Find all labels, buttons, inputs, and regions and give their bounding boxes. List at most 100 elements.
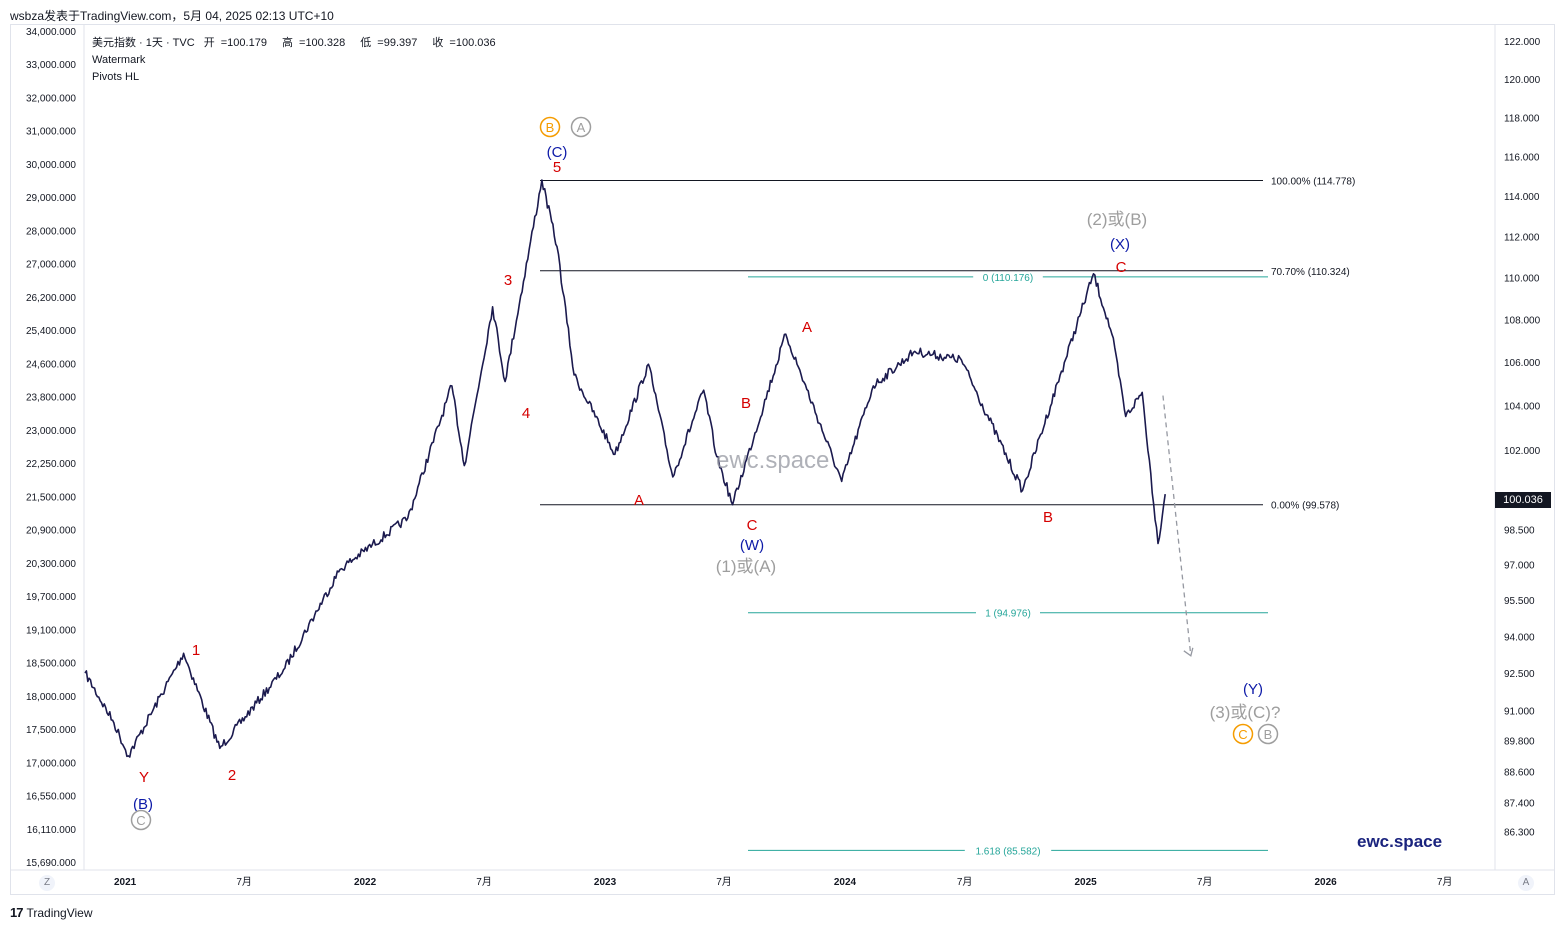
symbol-label[interactable]: 美元指数 · 1天 · TVC xyxy=(92,37,195,49)
wave-label: 3 xyxy=(504,272,512,289)
open-value: 100.179 xyxy=(227,37,267,49)
low-label: 低 =99.397 xyxy=(360,37,418,49)
right-axis-mode-button[interactable]: A xyxy=(1518,875,1534,891)
x-tick-label: 2021 xyxy=(114,877,137,888)
fib-levels: 100.00% (114.778) 70.70% (110.324) 0.00% (… xyxy=(540,176,1355,857)
time-axis: 2021 7月 2022 7月 2023 7月 2024 7月 2025 7月 2026 7月 xyxy=(10,869,1555,888)
indicator-pivots[interactable]: Pivots HL xyxy=(92,71,140,83)
wave-label: (Y) xyxy=(1243,681,1263,698)
right-tick-label: 112.000 xyxy=(1504,232,1540,243)
wave-label: (2)或(B) xyxy=(1087,210,1147,229)
right-tick-label: 98.500 xyxy=(1504,526,1535,537)
x-tick-label: 7月 xyxy=(716,876,732,888)
wave-label: 5 xyxy=(553,159,561,176)
left-tick-label: 17,000.000 xyxy=(26,758,76,769)
wave-label: (B) xyxy=(133,796,153,813)
fib-label: 0 (110.176) xyxy=(983,273,1033,284)
left-tick-label: 20,300.000 xyxy=(26,559,76,570)
right-tick-label: 120.000 xyxy=(1504,75,1541,86)
fib-label: 1.618 (85.582) xyxy=(975,846,1040,857)
left-tick-label: 26,200.000 xyxy=(26,293,76,304)
wave-circle xyxy=(1232,723,1254,745)
left-tick-label: 27,000.000 xyxy=(26,260,76,271)
indicator-watermark[interactable]: Watermark xyxy=(92,54,146,66)
high-value: 100.328 xyxy=(305,37,346,49)
fib-label: 70.70% (110.324) xyxy=(1271,267,1350,278)
projection-line xyxy=(1162,395,1192,656)
price-line xyxy=(84,179,1166,758)
left-price-axis: 34,000.000 33,000.000 32,000.000 31,000.000… xyxy=(26,25,85,870)
right-tick-label: 94.000 xyxy=(1504,632,1535,643)
left-tick-label: 19,700.000 xyxy=(26,592,76,603)
wave-label: A xyxy=(802,319,812,336)
x-tick-label: 2023 xyxy=(594,877,617,888)
left-tick-label: 24,600.000 xyxy=(26,359,76,370)
footer: 17 TradingView xyxy=(10,905,93,920)
left-tick-label: 17,500.000 xyxy=(26,725,76,736)
fib-label: 100.00% (114.778) xyxy=(1271,176,1355,187)
left-tick-label: 28,000.000 xyxy=(26,226,76,237)
wave-label: Y xyxy=(139,769,149,786)
wave-label: (C) xyxy=(547,144,568,161)
right-tick-label: 110.000 xyxy=(1504,274,1540,285)
wave-label: B xyxy=(546,120,555,135)
right-tick-label: 104.000 xyxy=(1504,402,1541,413)
right-tick-label: 102.000 xyxy=(1504,446,1541,457)
right-tick-label: 87.400 xyxy=(1504,798,1535,809)
left-tick-label: 15,690.000 xyxy=(26,858,76,869)
wave-label: B xyxy=(1264,727,1273,742)
wave-label: C xyxy=(1116,259,1127,276)
close-value: 100.036 xyxy=(455,37,496,49)
left-tick-label: 22,250.000 xyxy=(26,459,76,470)
x-tick-label: 7月 xyxy=(1197,876,1213,888)
wave-label: B xyxy=(741,395,751,412)
right-tick-label: 108.000 xyxy=(1504,315,1541,326)
left-tick-label: 18,000.000 xyxy=(26,692,76,703)
wave-label: C xyxy=(136,813,145,828)
left-tick-label: 29,000.000 xyxy=(26,193,76,204)
left-tick-label: 25,400.000 xyxy=(26,326,76,337)
right-tick-label: 106.000 xyxy=(1504,358,1541,369)
tradingview-logo-icon[interactable]: 17 xyxy=(10,905,24,920)
wave-label: (W) xyxy=(740,537,764,554)
left-tick-label: 21,500.000 xyxy=(26,492,76,503)
fib-label: 0.00% (99.578) xyxy=(1271,501,1339,512)
left-tick-label: 31,000.000 xyxy=(26,127,76,138)
x-tick-label: 2024 xyxy=(834,877,857,888)
right-tick-label: 95.500 xyxy=(1504,596,1535,607)
projection-arrow xyxy=(1162,395,1194,657)
brand-watermark: ewc.space xyxy=(1357,832,1443,851)
right-tick-label: 114.000 xyxy=(1504,192,1540,203)
wave-label: 4 xyxy=(522,405,530,422)
x-tick-label: 7月 xyxy=(476,876,492,888)
footer-brand[interactable]: TradingView xyxy=(26,905,93,920)
high-label: 高 =100.328 xyxy=(282,37,346,49)
x-tick-label: 7月 xyxy=(957,876,973,888)
wave-label: A xyxy=(577,120,586,135)
left-tick-label: 19,100.000 xyxy=(26,625,76,636)
left-tick-label: 34,000.000 xyxy=(26,27,76,38)
center-watermark: ewc.space xyxy=(716,447,830,474)
wave-circle xyxy=(1257,723,1279,745)
right-tick-label: 89.800 xyxy=(1504,737,1535,748)
price-series xyxy=(84,179,1166,758)
wave-label: C xyxy=(1238,727,1247,742)
left-axis-mode-button[interactable]: Z xyxy=(39,875,55,891)
wave-label: (1)或(A) xyxy=(716,557,776,576)
wave-label: (X) xyxy=(1110,236,1130,253)
current-price-tag: 100.036 xyxy=(1495,492,1551,508)
wave-label: A xyxy=(634,492,644,509)
wave-circle xyxy=(539,116,561,138)
wave-label: 1 xyxy=(192,642,200,659)
right-tick-label: 92.500 xyxy=(1504,669,1535,680)
left-tick-label: 23,000.000 xyxy=(26,426,76,437)
left-tick-label: 33,000.000 xyxy=(26,60,76,71)
chart-frame xyxy=(10,24,1555,895)
right-tick-label: 86.300 xyxy=(1504,827,1535,838)
x-tick-label: 2025 xyxy=(1075,877,1098,888)
left-tick-label: 32,000.000 xyxy=(26,93,76,104)
right-tick-label: 88.600 xyxy=(1504,767,1535,778)
left-tick-label: 16,550.000 xyxy=(26,792,76,803)
left-tick-label: 20,900.000 xyxy=(26,526,76,537)
